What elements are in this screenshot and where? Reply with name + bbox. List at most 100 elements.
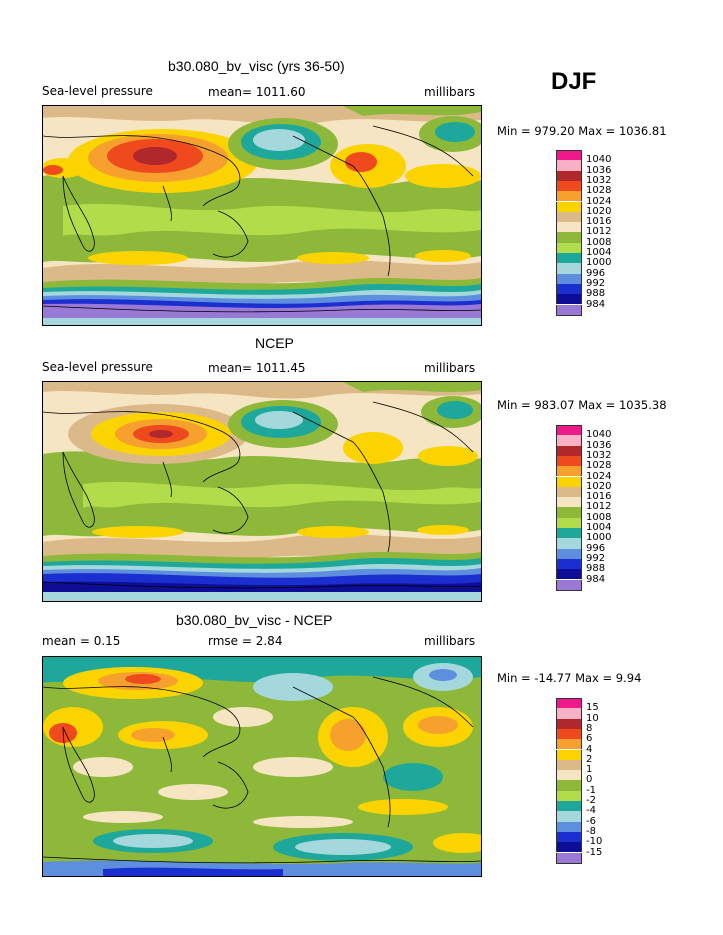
panel3-mean-label: mean = 0.15 (42, 634, 121, 648)
legend-label: 10 (586, 712, 599, 724)
legend-swatch (556, 801, 582, 812)
legend-swatch (556, 821, 582, 832)
legend-label: 1036 (586, 164, 612, 176)
legend-label: 1020 (586, 480, 612, 492)
legend-label: 1012 (586, 226, 612, 238)
legend-swatch (556, 242, 582, 253)
legend-swatch (556, 304, 582, 315)
panel3-map-svg (43, 657, 481, 876)
legend-label: 0 (586, 774, 593, 786)
legend-label: 1012 (586, 501, 612, 513)
legend-label: 1000 (586, 532, 612, 544)
legend-label: 8 (586, 722, 593, 734)
panel1-mean-label: mean= 1011.60 (208, 85, 306, 99)
legend-swatch (556, 435, 582, 446)
legend-label: 2 (586, 753, 593, 765)
legend-swatch (556, 180, 582, 192)
legend-label: 1028 (586, 185, 612, 197)
legend-label: -1 (586, 784, 596, 796)
legend-swatch (556, 749, 582, 760)
legend-label: 1016 (586, 216, 612, 228)
legend-swatch (556, 770, 582, 781)
panel1-variable-label: Sea-level pressure (42, 84, 153, 98)
legend-swatch (556, 811, 582, 822)
legend-swatch (556, 253, 582, 264)
panel1-minmax: Min = 979.20 Max = 1036.81 (497, 124, 667, 138)
legend-swatch (556, 425, 582, 436)
legend-label: 4 (586, 743, 593, 755)
legend-swatch (556, 170, 582, 181)
panel2-variable-label: Sea-level pressure (42, 360, 153, 374)
legend-edge (556, 698, 582, 699)
legend-label: 1000 (586, 257, 612, 269)
legend-label: 1032 (586, 174, 612, 186)
legend-label: 1024 (586, 470, 612, 482)
panel2-minmax: Min = 983.07 Max = 1035.38 (497, 398, 667, 412)
legend-swatch (556, 497, 582, 508)
panel2-mean-label: mean= 1011.45 (208, 361, 306, 375)
legend-label: 1024 (586, 195, 612, 207)
panel1-title: b30.080_bv_visc (yrs 36-50) (168, 58, 345, 74)
legend-swatch (556, 569, 582, 580)
season-label: DJF (551, 68, 597, 95)
legend-edge (556, 150, 582, 151)
legend-label: 992 (586, 277, 606, 289)
legend-swatch (556, 579, 582, 590)
panel2-legend: 1040 1036 1032 1028 1024 1020 1016 1012 1008 1004… (556, 425, 666, 595)
legend-label: -10 (586, 836, 603, 848)
panel3-rmse-label: rmse = 2.84 (208, 634, 283, 648)
panel1-map (42, 105, 482, 326)
legend-swatch (556, 476, 582, 487)
legend-swatch (556, 780, 582, 791)
legend-label: 1 (586, 764, 593, 776)
legend-label: 1040 (586, 429, 612, 441)
legend-swatch (556, 728, 582, 740)
panel2-units-label: millibars (424, 361, 476, 375)
legend-edge (556, 589, 582, 591)
legend-label: 1008 (586, 236, 612, 248)
legend-label: 1032 (586, 449, 612, 461)
legend-swatch (556, 548, 582, 559)
legend-swatch (556, 739, 582, 750)
legend-swatch (556, 232, 582, 243)
legend-label: 1040 (586, 154, 612, 166)
legend-label: -4 (586, 805, 596, 817)
legend-label: -2 (586, 795, 596, 806)
panel2-map-svg (43, 382, 481, 601)
legend-label: 6 (586, 733, 593, 745)
legend-swatch (556, 263, 582, 274)
legend-label: -15 (586, 846, 603, 858)
legend-label: 992 (586, 552, 606, 564)
legend-swatch (556, 283, 582, 295)
legend-swatch (556, 222, 582, 233)
legend-swatch (556, 486, 582, 498)
legend-label: 1008 (586, 511, 612, 523)
legend-swatch (556, 150, 582, 161)
legend-swatch (556, 708, 582, 719)
legend-swatch (556, 455, 582, 467)
panel3-legend: 15 10 8 6 4 2 1 0 -1 -2 -4 -6 -8 -10 -15 (556, 698, 666, 868)
legend-label: -8 (586, 825, 596, 837)
legend-label: -6 (586, 815, 596, 827)
legend-label: 996 (586, 267, 606, 279)
panel1-legend: 1040 1036 1032 1028 1024 1020 1016 1012 1008 1004… (556, 150, 666, 320)
legend-swatch (556, 790, 582, 801)
panel1-map-svg (43, 106, 481, 325)
legend-swatch (556, 294, 582, 305)
legend-label: 1016 (586, 491, 612, 503)
panel3-map (42, 656, 482, 877)
legend-label: 1020 (586, 205, 612, 217)
legend-label: 988 (586, 563, 606, 575)
legend-swatch (556, 445, 582, 456)
legend-swatch (556, 191, 582, 202)
panel3-title: b30.080_bv_visc - NCEP (176, 612, 333, 628)
legend-swatch (556, 759, 582, 771)
legend-swatch (556, 528, 582, 539)
legend-swatch (556, 201, 582, 212)
panel3-minmax: Min = -14.77 Max = 9.94 (497, 671, 642, 685)
legend-swatch (556, 160, 582, 171)
legend-swatch (556, 558, 582, 570)
legend-label: 1004 (586, 247, 612, 258)
legend-label: 1004 (586, 522, 612, 533)
legend-swatch (556, 831, 582, 843)
